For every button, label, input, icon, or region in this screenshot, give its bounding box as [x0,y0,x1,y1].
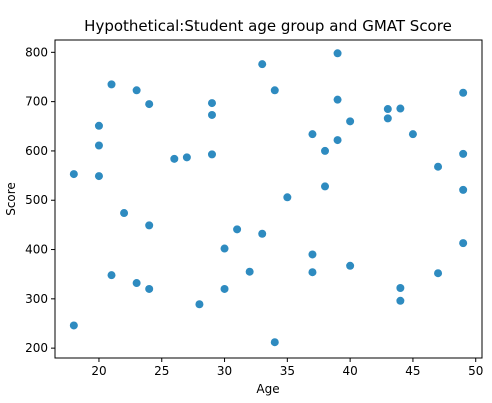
x-axis: 20 25 30 35 40 45 50 [91,358,483,378]
data-point [383,105,392,114]
data-point [333,95,342,104]
data-point [346,261,355,270]
x-tick-label: 40 [342,364,357,378]
data-point [396,296,405,305]
data-point [145,221,154,230]
data-point [258,60,267,69]
data-point [383,114,392,123]
data-point [346,117,355,126]
x-tick-label: 30 [217,364,232,378]
x-axis-label: Age [256,382,279,396]
data-point [107,80,116,89]
data-point [207,150,216,159]
x-tick-label: 45 [405,364,420,378]
data-point [207,99,216,108]
data-point [434,162,443,171]
data-point [245,267,254,276]
data-point [434,269,443,278]
data-points [69,49,468,347]
data-point [220,284,229,293]
y-axis: 200 300 400 500 600 700 800 [25,45,55,355]
data-point [258,229,267,238]
data-point [170,154,179,163]
y-axis-label: Score [4,182,18,216]
data-point [107,271,116,280]
data-point [132,279,141,288]
data-point [195,300,204,309]
x-tick-label: 20 [91,364,106,378]
data-point [182,153,191,162]
data-point [333,49,342,58]
chart-title: Hypothetical:Student age group and GMAT … [84,17,452,35]
data-point [132,86,141,95]
y-tick-label: 500 [25,193,48,207]
y-tick-label: 400 [25,243,48,257]
y-tick-label: 800 [25,45,48,59]
y-tick-label: 600 [25,144,48,158]
data-point [408,130,417,139]
data-point [459,185,468,194]
data-point [94,172,103,181]
data-point [459,149,468,158]
data-point [308,250,317,259]
data-point [94,121,103,130]
x-tick-label: 25 [154,364,169,378]
data-point [308,268,317,277]
y-tick-label: 700 [25,95,48,109]
data-point [233,225,242,234]
data-point [270,86,279,95]
data-point [220,244,229,253]
data-point [321,146,330,155]
y-tick-label: 300 [25,292,48,306]
data-point [321,182,330,191]
data-point [69,321,78,330]
data-point [283,193,292,202]
data-point [459,239,468,248]
data-point [270,338,279,347]
data-point [308,130,317,139]
plot-area-frame [54,39,483,359]
data-point [396,104,405,113]
data-point [207,110,216,119]
data-point [145,284,154,293]
data-point [459,88,468,97]
y-tick-label: 200 [25,341,48,355]
data-point [94,141,103,150]
data-point [145,100,154,109]
data-point [333,136,342,145]
data-point [396,283,405,292]
x-tick-label: 35 [280,364,295,378]
data-point [120,209,129,218]
x-tick-label: 50 [468,364,483,378]
data-point [69,170,78,179]
